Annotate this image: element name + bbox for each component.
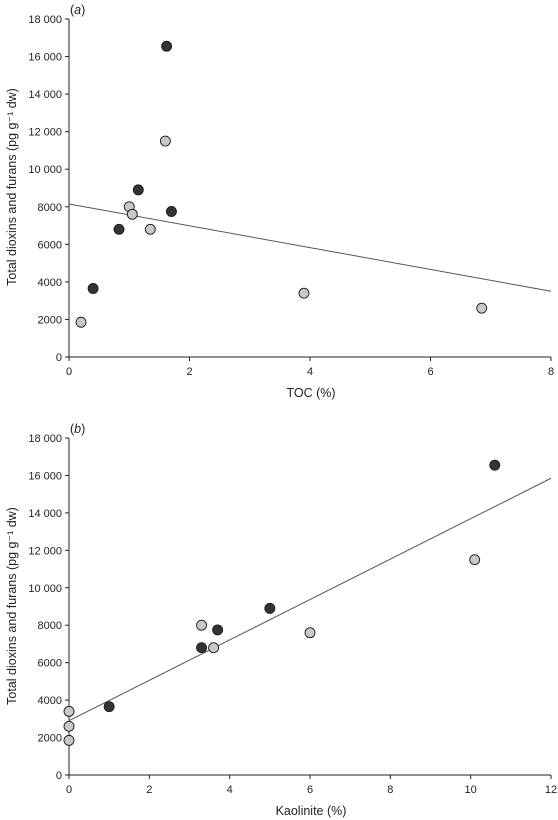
panel-b-y-tick-label: 18 000: [28, 433, 62, 445]
panel-a-x-axis-title: TOC (%): [286, 386, 335, 400]
panel-b-trend-line: [68, 477, 552, 722]
panel-b-x-tick-label: 0: [66, 784, 72, 796]
panel-a-y-axis-title: Total dioxins and furans (pg g⁻¹ dw): [5, 88, 19, 286]
panel-a-y-tick-label: 10 000: [28, 164, 62, 176]
panel-a-x-tick-label: 6: [427, 366, 433, 378]
panel-b-data-point: [208, 642, 220, 654]
panel-b-x-tick-label: 6: [307, 784, 313, 796]
panel-b-y-tick-label: 8000: [38, 620, 62, 632]
panel-b-data-point: [264, 602, 276, 614]
panel-b-y-tick-label: 10 000: [28, 583, 62, 595]
panel-b-y-tick-label: 12 000: [28, 545, 62, 557]
panel-a-y-tick-label: 12 000: [28, 127, 62, 139]
panel-b-x-tick-label: 8: [387, 784, 393, 796]
panel-a-data-point: [144, 223, 156, 235]
panel-a-y-tick-label: 4000: [38, 277, 62, 289]
panel-b-data-point: [63, 734, 75, 746]
panel-a-data-point: [132, 184, 144, 196]
panel-b-x-tick-label: 4: [227, 784, 233, 796]
panel-b-label: (b): [70, 422, 85, 436]
panel-b-data-point: [196, 642, 208, 654]
panel-b-data-point: [304, 627, 316, 639]
panel-b-x-axis-title: Kaolinite (%): [276, 804, 347, 818]
panel-a-data-point: [476, 302, 488, 314]
panel-b-y-tick-label: 4000: [38, 695, 62, 707]
panel-a-data-point: [298, 287, 310, 299]
panel-b-data-point: [63, 720, 75, 732]
panel-a-x-tick-label: 8: [548, 366, 554, 378]
panel-a-x-tick-label: 2: [186, 366, 192, 378]
panel-a-data-point: [113, 223, 125, 235]
panel-b-x-tick-label: 10: [465, 784, 477, 796]
panel-b: (b) Kaolinite (%) Total dioxins and fura…: [5, 422, 557, 818]
panel-a-data-point: [165, 206, 177, 217]
panel-a-trend-line: [68, 203, 552, 292]
panel-a-y-tick-label: 8000: [38, 202, 62, 214]
panel-a-data-point: [126, 208, 138, 220]
panel-a-data-point: [161, 40, 173, 52]
panel-a-data-point: [87, 283, 99, 294]
panel-b-y-tick-label: 14 000: [28, 508, 62, 520]
panel-b-y-tick-label: 16 000: [28, 470, 62, 482]
panel-b-x-tick-label: 12: [545, 784, 557, 796]
panel-a-y-tick-label: 16 000: [28, 52, 62, 64]
panel-a-x-tick-label: 4: [307, 366, 313, 378]
panel-a-data-point: [159, 135, 171, 147]
panel-a: (a) TOC (%) Total dioxins and furans (pg…: [5, 3, 554, 400]
panel-b-data-point: [469, 554, 481, 566]
panel-b-data-point: [103, 701, 115, 713]
panel-b-data-point: [489, 459, 501, 471]
panel-b-y-tick-label: 0: [56, 770, 62, 782]
panel-a-data-point: [75, 316, 87, 328]
panel-b-y-tick-label: 6000: [38, 658, 62, 670]
panel-a-y-tick-label: 14 000: [28, 89, 62, 101]
panel-b-data-point: [63, 705, 75, 717]
panel-a-y-tick-label: 18 000: [28, 14, 62, 26]
panel-a-x-tick-label: 0: [66, 366, 72, 378]
panel-a-y-tick-label: 2000: [38, 314, 62, 326]
panel-b-x-tick-label: 2: [146, 784, 152, 796]
panel-a-label: (a): [70, 3, 85, 17]
panel-a-y-tick-label: 6000: [38, 239, 62, 251]
panel-b-y-tick-label: 2000: [38, 733, 62, 745]
panel-b-y-axis-title: Total dioxins and furans (pg g⁻¹ dw): [5, 507, 19, 705]
panel-b-data-point: [196, 619, 208, 631]
panel-a-y-tick-label: 0: [56, 352, 62, 364]
panel-b-data-point: [212, 624, 224, 636]
